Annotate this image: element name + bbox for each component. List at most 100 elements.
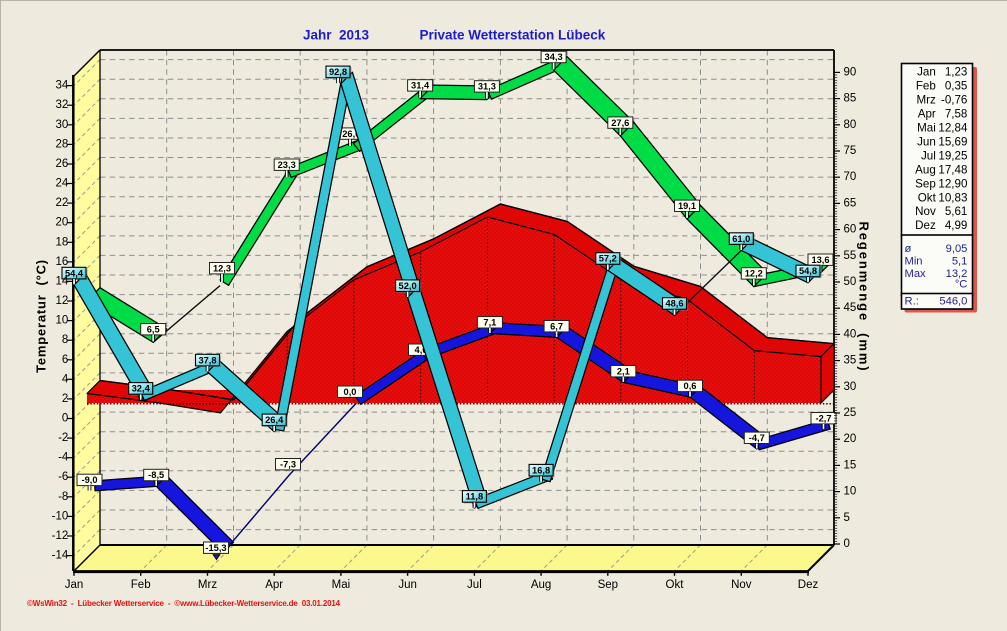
svg-text:-12: -12 xyxy=(52,530,69,542)
svg-text:12,2: 12,2 xyxy=(745,269,763,279)
svg-text:Sep: Sep xyxy=(598,579,618,591)
svg-text:Private Wetterstation Lübeck: Private Wetterstation Lübeck xyxy=(420,28,606,43)
svg-text:Nov: Nov xyxy=(915,205,936,218)
svg-text:60: 60 xyxy=(844,224,857,236)
svg-text:Temperatur (°C): Temperatur (°C) xyxy=(34,259,49,373)
svg-text:45: 45 xyxy=(844,302,857,314)
svg-text:52,0: 52,0 xyxy=(399,281,417,291)
svg-text:48,6: 48,6 xyxy=(665,299,683,309)
svg-text:-15,3: -15,3 xyxy=(205,543,226,553)
svg-text:Feb: Feb xyxy=(916,80,936,93)
svg-text:14: 14 xyxy=(56,275,69,287)
svg-text:Jan: Jan xyxy=(917,66,936,79)
svg-text:0,6: 0,6 xyxy=(684,381,697,391)
svg-text:Aug: Aug xyxy=(915,163,936,176)
svg-text:37,8: 37,8 xyxy=(198,355,216,365)
svg-text:13,6: 13,6 xyxy=(811,255,829,265)
svg-text:12: 12 xyxy=(56,295,69,307)
svg-text:7,58: 7,58 xyxy=(945,108,968,121)
svg-text:2,1: 2,1 xyxy=(617,366,630,376)
svg-text:4,99: 4,99 xyxy=(945,219,968,232)
svg-text:16,8: 16,8 xyxy=(532,465,550,475)
svg-text:5: 5 xyxy=(844,512,850,524)
svg-text:Apr: Apr xyxy=(918,108,936,121)
svg-text:27,6: 27,6 xyxy=(611,118,629,128)
svg-text:90: 90 xyxy=(844,66,857,78)
svg-text:40: 40 xyxy=(844,328,857,340)
svg-text:-9,0: -9,0 xyxy=(81,475,97,485)
svg-text:-8,5: -8,5 xyxy=(148,470,164,480)
svg-text:2: 2 xyxy=(62,393,68,405)
svg-text:22: 22 xyxy=(56,197,69,209)
svg-text:ø: ø xyxy=(905,243,912,255)
svg-text:54,8: 54,8 xyxy=(799,266,817,276)
svg-text:31,3: 31,3 xyxy=(478,82,496,92)
svg-text:92,8: 92,8 xyxy=(329,67,347,77)
svg-text:35: 35 xyxy=(844,355,857,367)
svg-text:Mai: Mai xyxy=(917,122,936,135)
svg-text:10: 10 xyxy=(844,486,857,498)
svg-text:Aug: Aug xyxy=(531,579,551,591)
svg-text:5,61: 5,61 xyxy=(945,205,968,218)
svg-text:-2,7: -2,7 xyxy=(815,413,831,423)
svg-text:61,0: 61,0 xyxy=(732,234,750,244)
svg-text:0,0: 0,0 xyxy=(344,387,357,397)
svg-text:70: 70 xyxy=(844,171,857,183)
svg-text:6,5: 6,5 xyxy=(147,324,160,334)
svg-text:9,05: 9,05 xyxy=(946,243,968,255)
svg-text:32: 32 xyxy=(56,99,69,111)
svg-text:Jan: Jan xyxy=(65,579,84,591)
svg-text:0: 0 xyxy=(62,413,68,425)
svg-text:20: 20 xyxy=(56,217,69,229)
svg-text:26: 26 xyxy=(56,158,69,170)
svg-text:Jul: Jul xyxy=(467,579,482,591)
svg-text:31,4: 31,4 xyxy=(411,81,430,91)
svg-text:4,6: 4,6 xyxy=(415,345,428,355)
svg-text:65: 65 xyxy=(844,197,857,209)
svg-text:11,8: 11,8 xyxy=(466,492,484,502)
svg-text:Okt: Okt xyxy=(666,579,685,591)
svg-text:12,3: 12,3 xyxy=(213,263,231,273)
svg-text:4: 4 xyxy=(62,373,69,385)
svg-text:Mrz: Mrz xyxy=(916,94,936,107)
svg-text:57,2: 57,2 xyxy=(599,254,617,264)
svg-text:©WsWin32 - Lübecker Wetterse: ©WsWin32 - Lübecker Wetterservice - ©www… xyxy=(27,599,341,608)
svg-text:-2: -2 xyxy=(58,432,68,444)
svg-text:R.:: R.: xyxy=(905,295,919,307)
svg-text:55: 55 xyxy=(844,250,857,262)
svg-text:-8: -8 xyxy=(58,491,68,503)
svg-text:Mrz: Mrz xyxy=(198,579,217,591)
svg-text:-10: -10 xyxy=(52,510,69,522)
svg-text:6,7: 6,7 xyxy=(550,321,563,331)
svg-text:Sep: Sep xyxy=(915,177,936,190)
svg-text:Jahr 2013: Jahr 2013 xyxy=(303,28,370,43)
svg-text:18: 18 xyxy=(56,236,69,248)
svg-text:24: 24 xyxy=(56,178,69,190)
svg-text:-0,76: -0,76 xyxy=(941,94,967,107)
svg-text:15,69: 15,69 xyxy=(938,135,967,148)
svg-text:54,4: 54,4 xyxy=(65,268,84,278)
svg-text:30: 30 xyxy=(56,119,69,131)
svg-text:85: 85 xyxy=(844,93,857,105)
svg-text:32,4: 32,4 xyxy=(132,384,151,394)
svg-text:13,2: 13,2 xyxy=(946,268,968,280)
svg-text:Dez: Dez xyxy=(915,219,936,232)
svg-text:28: 28 xyxy=(56,138,69,150)
svg-text:17,48: 17,48 xyxy=(938,163,967,176)
svg-text:Nov: Nov xyxy=(731,579,752,591)
svg-text:°C: °C xyxy=(955,279,968,291)
svg-text:19,1: 19,1 xyxy=(678,201,696,211)
svg-text:Min: Min xyxy=(905,255,923,267)
svg-text:20: 20 xyxy=(844,433,857,445)
svg-text:Okt: Okt xyxy=(918,191,937,204)
svg-text:-6: -6 xyxy=(58,471,68,483)
svg-text:30: 30 xyxy=(844,381,857,393)
svg-text:16: 16 xyxy=(56,256,69,268)
svg-text:0,35: 0,35 xyxy=(945,80,968,93)
svg-text:12,84: 12,84 xyxy=(938,122,968,135)
svg-text:Max: Max xyxy=(905,268,927,280)
svg-text:23,3: 23,3 xyxy=(278,160,296,170)
svg-text:8: 8 xyxy=(62,334,68,346)
svg-text:15: 15 xyxy=(844,459,857,471)
svg-text:6: 6 xyxy=(62,354,68,366)
